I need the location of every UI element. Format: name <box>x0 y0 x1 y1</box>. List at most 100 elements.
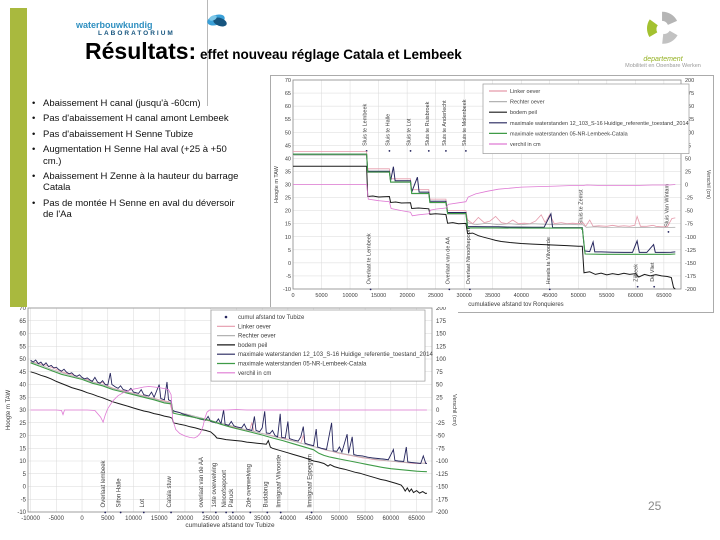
svg-text:15: 15 <box>19 446 26 452</box>
svg-text:2de overwelving: 2de overwelving <box>246 464 252 507</box>
title-main: Résultats: <box>85 38 197 64</box>
svg-text:35000: 35000 <box>485 293 500 299</box>
svg-text:-125: -125 <box>685 248 696 254</box>
svg-text:65: 65 <box>285 91 291 97</box>
departement-label: departement <box>643 56 683 63</box>
svg-text:0: 0 <box>23 485 27 491</box>
plot-border <box>27 307 433 513</box>
svg-text:55: 55 <box>19 344 26 350</box>
svg-text:70: 70 <box>285 78 291 84</box>
svg-text:Ninoofsepoort: Ninoofsepoort <box>222 470 228 508</box>
svg-text:-175: -175 <box>685 274 696 280</box>
svg-text:-10: -10 <box>17 510 26 516</box>
svg-text:20: 20 <box>19 434 26 440</box>
svg-text:Verschil (cm): Verschil (cm) <box>705 170 711 199</box>
svg-text:Overlaat van de AA: Overlaat van de AA <box>445 237 451 285</box>
series-line <box>30 371 428 495</box>
svg-text:45000: 45000 <box>305 516 322 522</box>
departement-sublabel: Mobiliteit en Openbare Werken <box>625 63 701 67</box>
svg-text:100: 100 <box>685 130 694 136</box>
logo-text-line2: LABORATORIUM <box>98 30 175 37</box>
series-line <box>293 151 676 228</box>
svg-text:limnigraaf Eppegem: limnigraaf Eppegem <box>308 454 314 507</box>
senne-chart-canvas: -10000 -5000 0 5000 10000 15000 20000 25000 3000… <box>6 306 457 529</box>
svg-text:60000: 60000 <box>628 293 643 299</box>
svg-text:-5000: -5000 <box>49 516 65 522</box>
svg-text:Sluis te Lembeek: Sluis te Lembeek <box>363 103 369 145</box>
header-divider-line <box>207 0 208 106</box>
svg-text:Rechter oever: Rechter oever <box>238 334 276 340</box>
svg-text:50: 50 <box>436 383 443 389</box>
svg-text:0: 0 <box>685 183 688 189</box>
series-line <box>293 153 676 255</box>
svg-text:200: 200 <box>436 307 447 312</box>
svg-text:Overlaat Ninoofsepoort: Overlaat Ninoofsepoort <box>466 227 472 284</box>
series-lines <box>293 151 676 290</box>
svg-text:30000: 30000 <box>457 293 472 299</box>
svg-text:maximale waterstanden 05-NR-Le: maximale waterstanden 05-NR-Lembeek-Cata… <box>510 131 629 137</box>
svg-text:-5: -5 <box>21 497 27 503</box>
svg-text:-75: -75 <box>685 222 693 228</box>
svg-text:100: 100 <box>436 357 447 363</box>
svg-text:15: 15 <box>285 222 291 228</box>
page-number: 25 <box>648 499 662 513</box>
svg-text:25000: 25000 <box>428 293 443 299</box>
svg-text:30000: 30000 <box>228 516 245 522</box>
svg-text:25: 25 <box>436 395 443 401</box>
svg-text:40000: 40000 <box>280 516 297 522</box>
svg-text:Paruck: Paruck <box>229 488 235 508</box>
svg-text:Linker oever: Linker oever <box>238 324 271 330</box>
legend: Linker oever Rechter oever bodem peil maxim… <box>482 83 690 154</box>
axis-tick-labels: -10000 -5000 0 5000 10000 15000 20000 25000 3000… <box>17 306 449 522</box>
svg-text:200: 200 <box>685 78 694 84</box>
senne-chart: -10000 -5000 0 5000 10000 15000 20000 25000 3000… <box>3 306 458 530</box>
waterbouwkundig-swirl-icon <box>204 12 230 35</box>
svg-text:125: 125 <box>436 344 447 350</box>
svg-text:45: 45 <box>19 370 26 376</box>
svg-text:0: 0 <box>436 408 440 414</box>
svg-text:maximale waterstanden 12_103_S: maximale waterstanden 12_103_S-16 Huidig… <box>510 121 689 127</box>
svg-text:-100: -100 <box>436 459 449 465</box>
accent-bar <box>10 8 27 307</box>
svg-text:45: 45 <box>285 143 291 149</box>
series-line <box>30 362 427 473</box>
bullet-item: Pas de montée H Senne en aval du déverso… <box>30 198 240 221</box>
svg-text:0: 0 <box>288 261 291 267</box>
svg-text:50000: 50000 <box>331 516 348 522</box>
series-line <box>293 165 676 290</box>
svg-text:65: 65 <box>19 319 26 325</box>
svg-text:150: 150 <box>685 104 694 110</box>
svg-text:Catala stuw: Catala stuw <box>167 475 173 507</box>
svg-text:Sluis Van Wintam: Sluis Van Wintam <box>664 183 670 226</box>
svg-text:-200: -200 <box>685 287 696 293</box>
svg-text:Hevels te Vilvoorde: Hevels te Vilvoorde <box>546 237 552 284</box>
svg-text:55000: 55000 <box>357 516 374 522</box>
svg-text:60000: 60000 <box>382 516 399 522</box>
svg-text:verchil in cm: verchil in cm <box>238 371 271 377</box>
svg-text:40: 40 <box>19 383 26 389</box>
svg-text:30: 30 <box>285 183 291 189</box>
svg-text:50: 50 <box>19 357 26 363</box>
svg-text:150: 150 <box>436 332 447 338</box>
svg-text:15000: 15000 <box>151 516 168 522</box>
svg-text:35: 35 <box>285 169 291 175</box>
svg-text:-5: -5 <box>286 274 291 280</box>
series-line <box>30 361 427 464</box>
svg-text:Rechter oever: Rechter oever <box>510 100 545 106</box>
svg-text:cumulatieve afstand tov Tubize: cumulatieve afstand tov Tubize <box>185 522 275 529</box>
svg-text:60: 60 <box>19 332 26 338</box>
svg-text:Lot: Lot <box>140 499 146 508</box>
svg-text:Sluis te Halle: Sluis te Halle <box>385 114 391 146</box>
annotations: Sluis te Lembeek Sluis te Halle Sluis te L… <box>363 99 670 291</box>
svg-text:25: 25 <box>685 169 691 175</box>
svg-text:25: 25 <box>285 196 291 202</box>
legend: cumul afstand tov Tubize Linker oever Rech… <box>210 309 433 382</box>
svg-text:bodem peil: bodem peil <box>510 110 537 116</box>
bullet-item: Augmentation H Senne Hal aval (+25 à +50… <box>30 144 240 167</box>
svg-text:70: 70 <box>19 307 26 312</box>
series-line <box>30 386 427 439</box>
svg-text:Linker oever: Linker oever <box>510 89 540 95</box>
svg-text:5000: 5000 <box>101 516 115 522</box>
svg-text:175: 175 <box>436 319 447 325</box>
